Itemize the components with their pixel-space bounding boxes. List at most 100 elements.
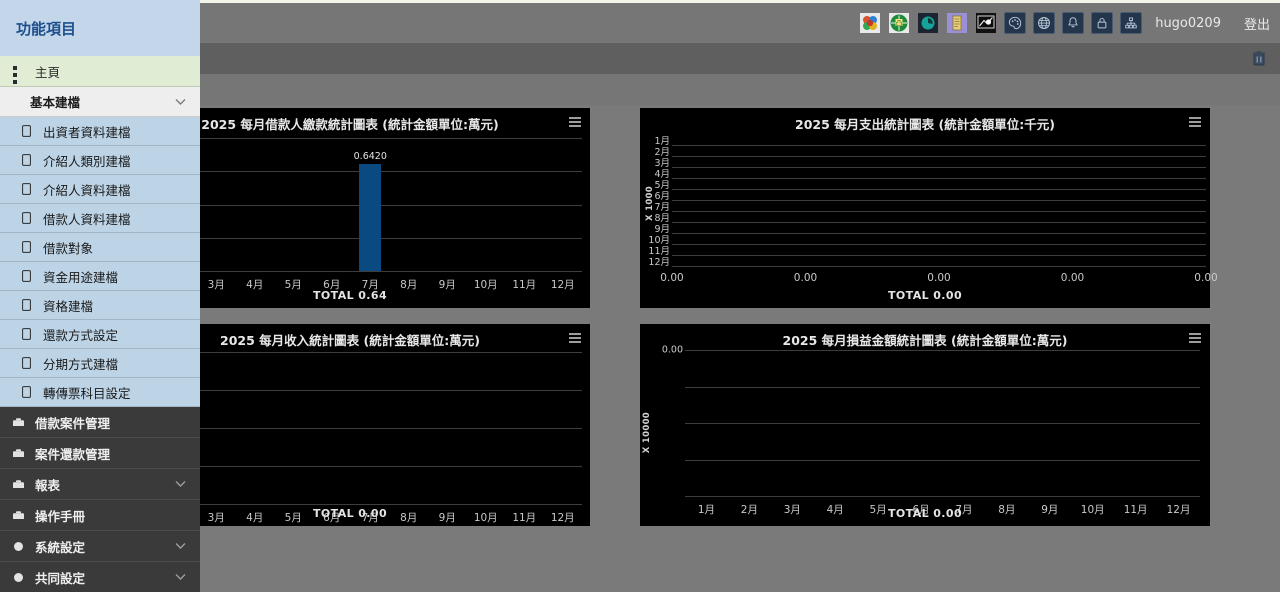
trash-icon[interactable]: [1250, 49, 1268, 67]
sidebar-item-15[interactable]: 操作手冊: [0, 500, 200, 531]
x-axis-tick: 0.00: [793, 272, 818, 284]
x-axis-tick: 7月: [361, 279, 379, 291]
sidebar-item-label: 介紹人類別建檔: [43, 153, 131, 169]
sidebar-item-6[interactable]: 借款對象: [0, 233, 200, 262]
document-icon: [18, 183, 34, 195]
chart-title: 2025 每月借款人繳款統計圖表 (統計金額單位:萬元): [201, 117, 499, 132]
sitemap-icon[interactable]: [1120, 12, 1143, 34]
x-axis-tick: 5月: [869, 504, 887, 516]
sidebar-item-12[interactable]: 借款案件管理: [0, 407, 200, 438]
gridline: [120, 171, 582, 172]
bar-value-label: 0.6420: [353, 151, 387, 162]
x-axis-tick: 12月: [1166, 504, 1191, 516]
header-icon-tray: 凸: [859, 3, 1272, 43]
scroll-document-icon[interactable]: [946, 12, 968, 34]
x-axis-tick: 11月: [512, 279, 537, 291]
gridline: [672, 211, 1206, 212]
document-icon: [18, 386, 34, 398]
gridline: [120, 428, 582, 429]
gridline: [672, 167, 1206, 168]
folder-icon: [10, 448, 26, 458]
sidebar-item-4[interactable]: 介紹人資料建檔: [0, 175, 200, 204]
sidebar-item-5[interactable]: 借款人資料建檔: [0, 204, 200, 233]
sidebar-item-11[interactable]: 轉傳票科目設定: [0, 378, 200, 407]
colorful-flower-icon[interactable]: [859, 12, 881, 34]
x-axis-tick: 11月: [512, 512, 537, 524]
chart-menu-icon[interactable]: [569, 117, 581, 127]
gridline: [672, 255, 1206, 256]
sidebar-item-label: 借款人資料建檔: [43, 211, 131, 227]
x-axis-tick: 0.00: [1194, 272, 1218, 284]
sidebar-item-9[interactable]: 還款方式設定: [0, 320, 200, 349]
x-axis-tick: 0.00: [660, 272, 684, 284]
globe-green-icon[interactable]: 凸: [888, 12, 910, 34]
sidebar-item-7[interactable]: 資金用途建檔: [0, 262, 200, 291]
lock-icon[interactable]: [1091, 12, 1114, 34]
sub-toolbar-band: [0, 74, 1280, 105]
sidebar-item-label: 轉傳票科目設定: [43, 385, 131, 401]
document-icon: [18, 154, 34, 166]
sidebar-item-label: 報表: [35, 477, 61, 493]
bar-7月[interactable]: [359, 164, 382, 271]
chart-menu-icon[interactable]: [1189, 117, 1201, 127]
sidebar-item-10[interactable]: 分期方式建檔: [0, 349, 200, 378]
y-axis-title: X 10000: [642, 412, 652, 454]
gridline: [120, 466, 582, 467]
logout-link[interactable]: 登出: [1243, 17, 1270, 33]
document-icon: [18, 299, 34, 311]
x-axis-tick: 6月: [323, 512, 341, 524]
sidebar-item-label: 系統設定: [35, 539, 86, 555]
bell-icon[interactable]: [1062, 12, 1085, 34]
x-axis-tick: 6月: [323, 279, 341, 291]
sidebar-item-2[interactable]: 出資者資料建檔: [0, 117, 200, 146]
gridline: [672, 145, 1206, 146]
sidebar-item-label: 資格建檔: [43, 298, 94, 314]
x-axis-tick: 6月: [912, 504, 930, 516]
gridline: [672, 156, 1206, 157]
x-axis-tick: 8月: [400, 279, 418, 291]
y-axis-tick: 9月: [654, 224, 670, 235]
globe-icon[interactable]: [1033, 12, 1056, 34]
sidebar-item-1[interactable]: 基本建檔: [0, 87, 200, 117]
x-axis-tick: 9月: [438, 279, 456, 291]
x-axis-tick: 3月: [207, 279, 225, 291]
y-axis-tick: 10月: [648, 235, 670, 246]
gridline: [672, 178, 1206, 179]
x-axis-tick: 4月: [826, 504, 844, 516]
grid-icon: [10, 65, 26, 91]
chart-menu-icon[interactable]: [1189, 333, 1201, 343]
chart-title: 2025 每月支出統計圖表 (統計金額單位:千元): [795, 117, 1055, 132]
document-icon: [18, 212, 34, 224]
sidebar-item-8[interactable]: 資格建檔: [0, 291, 200, 320]
chart-menu-icon[interactable]: [569, 333, 581, 343]
svg-text:凸: 凸: [896, 19, 903, 27]
toolbar-band: [0, 43, 1280, 74]
palette-icon[interactable]: [1004, 12, 1027, 34]
plot-area: 1月 2月 3月 4月 5月 6月 7月 8月 9月 10月 11月 12月 0.00 0.00 0.00 0…: [648, 134, 1217, 288]
gridline: [672, 244, 1206, 245]
y-axis-tick: 11月: [648, 246, 670, 257]
presentation-chart-icon[interactable]: [975, 12, 997, 34]
x-axis-tick: 10月: [473, 279, 498, 291]
gridline: [685, 387, 1200, 388]
sidebar-title-text: 功能項目: [16, 19, 77, 38]
y-axis-tick: 3月: [654, 158, 670, 169]
x-axis-tick: 7月: [361, 512, 379, 524]
gridline: [685, 460, 1200, 461]
sidebar-item-17[interactable]: 共同設定: [0, 562, 200, 592]
x-axis-tick: 2月: [740, 504, 758, 516]
clock-icon[interactable]: [917, 12, 939, 34]
chart-total: TOTAL 0.00: [888, 289, 962, 302]
sidebar-item-13[interactable]: 案件還款管理: [0, 438, 200, 469]
sidebar-item-label: 案件還款管理: [35, 446, 111, 462]
sidebar-item-label: 資金用途建檔: [43, 269, 119, 285]
sidebar: 功能項目 主頁 基本建檔 出資者資料建檔介紹人類別建檔介紹人資料建檔借款人資料建檔借…: [0, 0, 200, 592]
sidebar-item-3[interactable]: 介紹人類別建檔: [0, 146, 200, 175]
x-axis-tick: 11月: [1123, 504, 1148, 516]
plot-area: 0.00 1月 2月 3月 4月 5月 6月 7月 8月 9月 10月 11月 12月: [662, 345, 1200, 516]
sidebar-item-14[interactable]: 報表: [0, 469, 200, 500]
sidebar-item-label: 共同設定: [35, 570, 86, 586]
sidebar-item-0[interactable]: 主頁: [0, 56, 200, 91]
y-axis-tick: 8月: [654, 213, 670, 224]
sidebar-item-16[interactable]: 系統設定: [0, 531, 200, 562]
